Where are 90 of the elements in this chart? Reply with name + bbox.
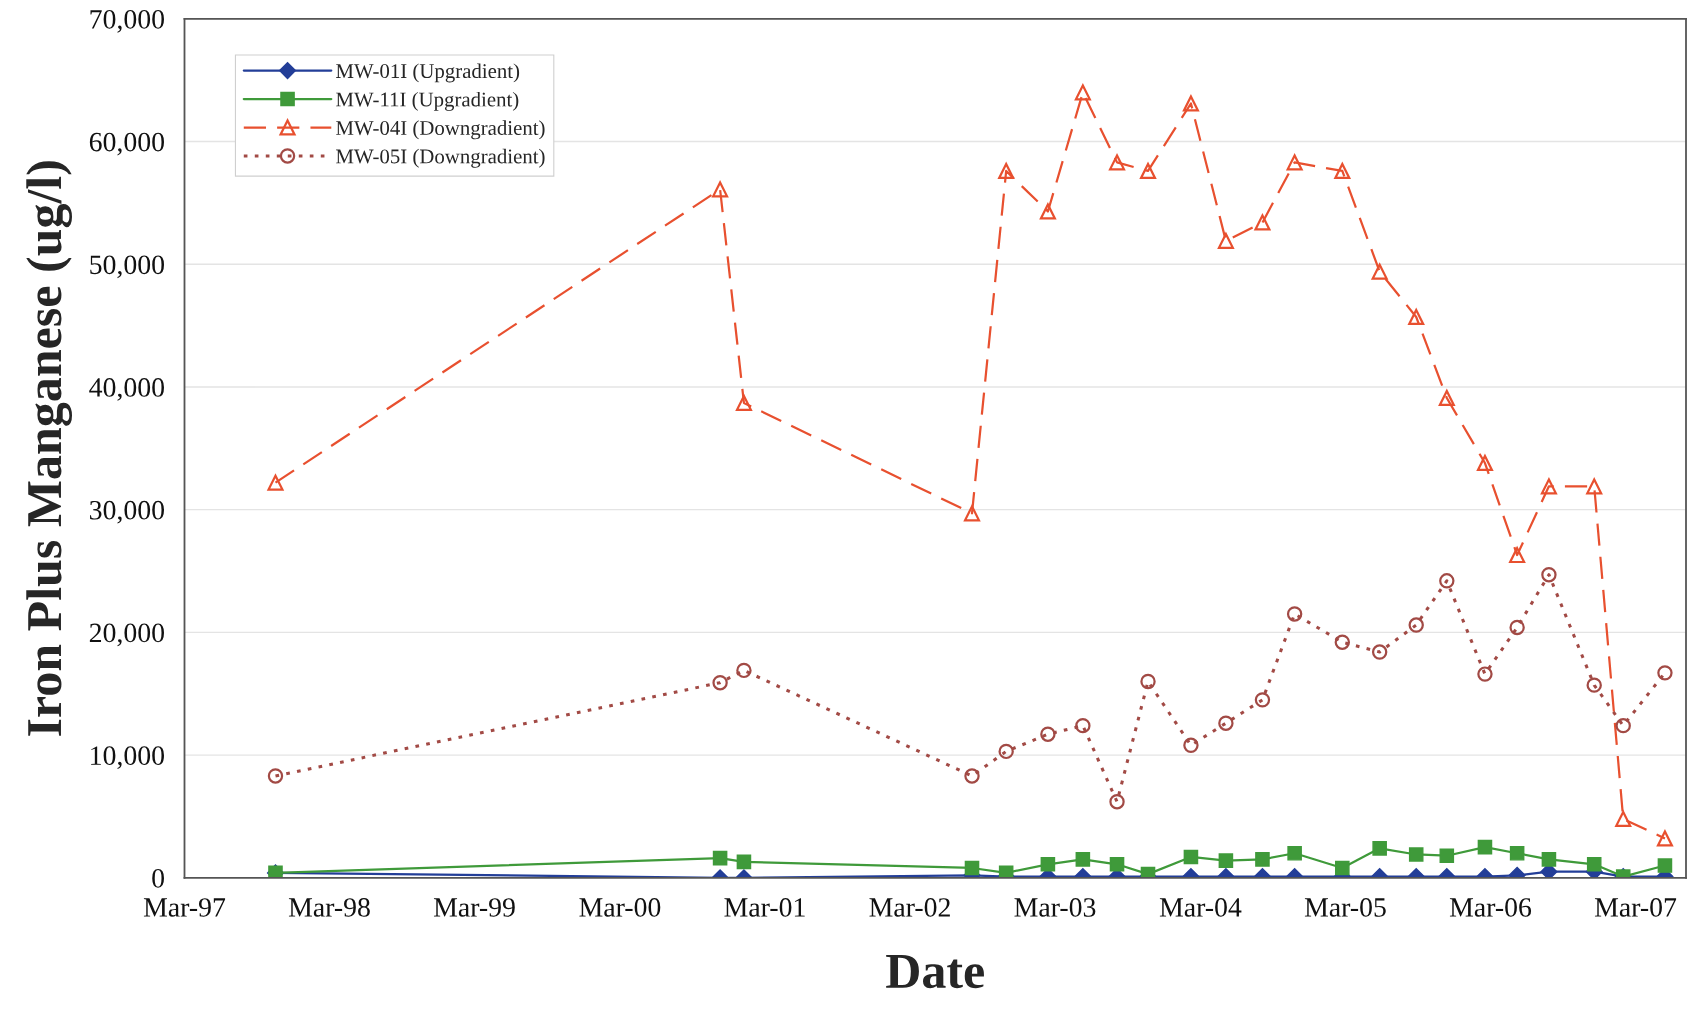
point <box>1476 454 1494 472</box>
point <box>1140 673 1156 690</box>
point <box>1334 162 1351 180</box>
point <box>736 662 752 679</box>
point <box>1371 644 1388 660</box>
point <box>712 674 728 691</box>
point <box>1074 84 1091 101</box>
point <box>1408 308 1425 326</box>
point <box>1509 845 1525 861</box>
point <box>712 181 729 198</box>
y-tick-label: 70,000 <box>90 9 164 33</box>
y-axis-title: Iron Plus Manganese (ug/l) <box>26 161 72 736</box>
y-tick-label: 10,000 <box>91 746 164 769</box>
point <box>964 860 980 876</box>
y-tick-label: 20,000 <box>89 623 164 647</box>
point <box>1408 847 1424 862</box>
x-tick-label: Mar-98 <box>288 898 370 917</box>
point <box>1218 853 1234 868</box>
point <box>1586 857 1602 872</box>
point <box>1509 619 1525 636</box>
x-tick-label: Mar-07 <box>1594 898 1677 917</box>
point <box>1438 389 1455 407</box>
point <box>1139 162 1157 180</box>
point <box>267 768 284 784</box>
point <box>1039 203 1056 220</box>
point <box>1541 852 1557 867</box>
point <box>1615 810 1632 827</box>
point <box>1657 665 1673 681</box>
point <box>1183 737 1199 753</box>
x-tick-label: Mar-05 <box>1304 898 1386 917</box>
point <box>736 854 752 870</box>
point <box>1217 232 1234 249</box>
point <box>1182 95 1199 112</box>
point <box>998 743 1014 760</box>
y-tick-label: 0 <box>152 868 164 888</box>
point <box>1541 566 1557 583</box>
point <box>1540 478 1557 495</box>
point <box>1477 666 1493 682</box>
point <box>1255 852 1270 867</box>
point <box>1439 573 1455 589</box>
point <box>1477 839 1493 855</box>
point <box>1254 214 1271 231</box>
point <box>1334 634 1351 650</box>
point <box>267 474 284 491</box>
point <box>1287 845 1302 861</box>
point <box>1656 830 1673 847</box>
legend-label: MW-11I (Upgradient) <box>336 91 519 111</box>
point <box>1286 154 1303 171</box>
x-tick-label: Mar-99 <box>433 898 515 917</box>
y-tick-label: 50,000 <box>90 255 164 279</box>
x-tick-label: Mar-97 <box>143 898 226 917</box>
x-tick-label: Mar-02 <box>869 898 950 917</box>
point <box>1372 841 1387 856</box>
y-tick-label: 40,000 <box>89 378 164 401</box>
x-axis-title: Date <box>886 954 984 989</box>
point <box>1408 617 1424 633</box>
point <box>998 162 1015 180</box>
point <box>1615 717 1631 734</box>
point <box>1040 726 1056 742</box>
point <box>1586 478 1603 495</box>
point <box>1075 717 1091 734</box>
point <box>1657 858 1673 873</box>
x-tick-label: Mar-03 <box>1014 898 1096 917</box>
x-tick-label: Mar-06 <box>1449 898 1532 917</box>
legend-label: MW-05I (Downgradient) <box>336 148 545 168</box>
point <box>1586 677 1602 693</box>
legend-label: MW-01I (Upgradient) <box>336 63 520 83</box>
point <box>1183 849 1199 865</box>
point <box>1371 263 1388 280</box>
point <box>964 768 980 784</box>
point <box>1075 852 1091 867</box>
x-tick-label: Mar-04 <box>1159 898 1242 917</box>
point <box>1040 857 1056 872</box>
point <box>1254 692 1271 708</box>
x-tick-label: Mar-00 <box>579 898 661 917</box>
point <box>735 394 752 411</box>
legend-label: MW-04I (Downgradient) <box>336 120 545 140</box>
point <box>1439 848 1455 864</box>
point <box>1109 794 1125 810</box>
point <box>1509 547 1526 564</box>
x-tick-label: Mar-01 <box>724 898 805 917</box>
y-tick-label: 60,000 <box>89 132 164 156</box>
point <box>1286 606 1303 622</box>
point <box>1108 154 1126 171</box>
y-tick-label: 30,000 <box>89 500 164 524</box>
point <box>1109 857 1125 872</box>
point <box>1218 715 1234 731</box>
point <box>963 505 981 522</box>
point <box>712 850 728 866</box>
point <box>1335 860 1350 876</box>
